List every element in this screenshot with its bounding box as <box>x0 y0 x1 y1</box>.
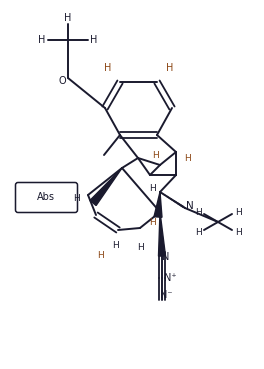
Text: H: H <box>195 228 201 237</box>
Text: H: H <box>90 35 98 45</box>
Text: N⁺: N⁺ <box>164 273 176 283</box>
Text: H: H <box>184 154 190 162</box>
FancyBboxPatch shape <box>16 183 78 213</box>
Polygon shape <box>158 212 166 256</box>
Text: H: H <box>137 244 143 252</box>
Polygon shape <box>154 192 162 217</box>
Text: H: H <box>235 207 241 217</box>
Text: H: H <box>73 193 79 203</box>
Text: H: H <box>166 63 174 73</box>
Text: H: H <box>149 217 155 227</box>
Text: H: H <box>104 63 112 73</box>
Text: H: H <box>235 228 241 237</box>
Text: H: H <box>195 207 201 217</box>
Text: Abs: Abs <box>37 192 55 202</box>
Text: H: H <box>64 13 72 23</box>
Text: H: H <box>149 183 155 193</box>
Polygon shape <box>90 168 122 206</box>
Text: N⁻: N⁻ <box>160 290 172 300</box>
Text: N: N <box>162 252 170 262</box>
Text: H: H <box>152 151 158 159</box>
Text: H: H <box>38 35 46 45</box>
Text: N: N <box>186 201 194 211</box>
Text: H: H <box>112 241 118 249</box>
Text: H: H <box>97 251 103 259</box>
Text: O: O <box>58 76 66 86</box>
